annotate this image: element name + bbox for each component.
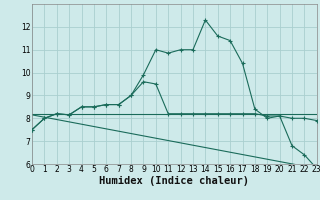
X-axis label: Humidex (Indice chaleur): Humidex (Indice chaleur) xyxy=(100,176,249,186)
